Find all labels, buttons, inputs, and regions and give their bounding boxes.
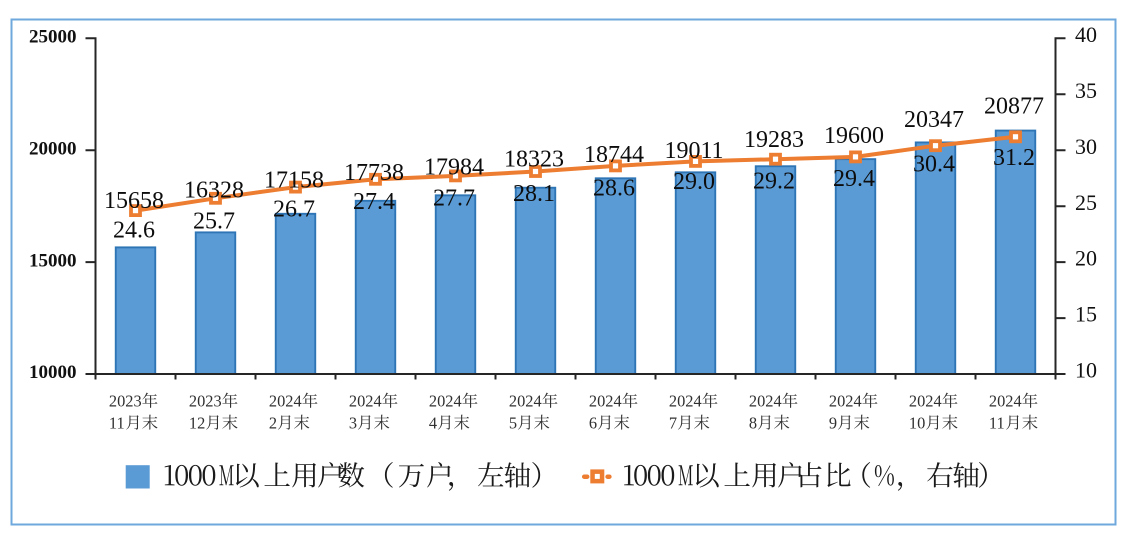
svg-text:29.4: 29.4 (833, 166, 875, 192)
svg-text:30: 30 (1075, 134, 1097, 159)
svg-text:7: 7 (669, 413, 677, 432)
svg-text:2023: 2023 (189, 392, 222, 411)
svg-text:5: 5 (509, 413, 517, 432)
svg-text:11: 11 (109, 413, 125, 432)
svg-text:25.7: 25.7 (193, 209, 235, 235)
svg-text:3: 3 (349, 413, 357, 432)
svg-text:30.4: 30.4 (913, 151, 955, 177)
svg-text:2023: 2023 (109, 392, 142, 411)
svg-text:16328: 16328 (184, 177, 244, 203)
svg-text:2: 2 (269, 413, 277, 432)
svg-text:15: 15 (1075, 302, 1097, 327)
svg-text:20000: 20000 (29, 138, 77, 159)
svg-text:19600: 19600 (824, 123, 884, 149)
svg-text:20877: 20877 (984, 94, 1044, 120)
svg-text:10: 10 (909, 413, 925, 432)
svg-text:2024: 2024 (989, 392, 1022, 411)
svg-text:2024: 2024 (829, 392, 862, 411)
svg-text:28.6: 28.6 (593, 176, 635, 202)
svg-text:2024: 2024 (909, 392, 942, 411)
svg-text:2024: 2024 (749, 392, 782, 411)
svg-text:6: 6 (589, 413, 597, 432)
svg-text:27.7: 27.7 (433, 186, 475, 212)
svg-text:19283: 19283 (744, 127, 804, 153)
svg-text:12: 12 (189, 413, 205, 432)
svg-text:24.6: 24.6 (113, 218, 155, 244)
svg-text:15000: 15000 (29, 250, 77, 271)
svg-text:29.2: 29.2 (753, 169, 795, 195)
svg-text:20347: 20347 (904, 107, 964, 133)
svg-text:10000: 10000 (29, 362, 77, 383)
svg-text:8: 8 (749, 413, 757, 432)
svg-text:15658: 15658 (104, 188, 164, 214)
svg-text:2024: 2024 (429, 392, 462, 411)
svg-text:25000: 25000 (29, 27, 77, 48)
svg-text:35: 35 (1075, 78, 1097, 103)
svg-text:9: 9 (829, 413, 837, 432)
svg-text:2024: 2024 (269, 392, 302, 411)
svg-text:28.1: 28.1 (513, 181, 555, 207)
svg-text:17738: 17738 (344, 160, 404, 186)
svg-text:18744: 18744 (584, 142, 644, 168)
svg-text:11: 11 (989, 413, 1005, 432)
svg-text:2024: 2024 (589, 392, 622, 411)
svg-text:26.7: 26.7 (273, 197, 315, 223)
svg-text:27.4: 27.4 (353, 189, 395, 215)
svg-text:17158: 17158 (264, 168, 324, 194)
svg-text:10: 10 (1075, 358, 1097, 383)
svg-text:18323: 18323 (504, 146, 564, 172)
svg-text:2024: 2024 (349, 392, 382, 411)
svg-text:29.0: 29.0 (673, 169, 715, 195)
svg-text:4: 4 (429, 413, 437, 432)
svg-text:25: 25 (1075, 190, 1097, 215)
svg-text:40: 40 (1075, 22, 1097, 47)
svg-text:20: 20 (1075, 246, 1097, 271)
svg-text:2024: 2024 (509, 392, 542, 411)
svg-text:2024: 2024 (669, 392, 702, 411)
svg-text:19011: 19011 (664, 138, 723, 164)
svg-text:31.2: 31.2 (993, 145, 1035, 171)
svg-text:17984: 17984 (424, 155, 484, 181)
